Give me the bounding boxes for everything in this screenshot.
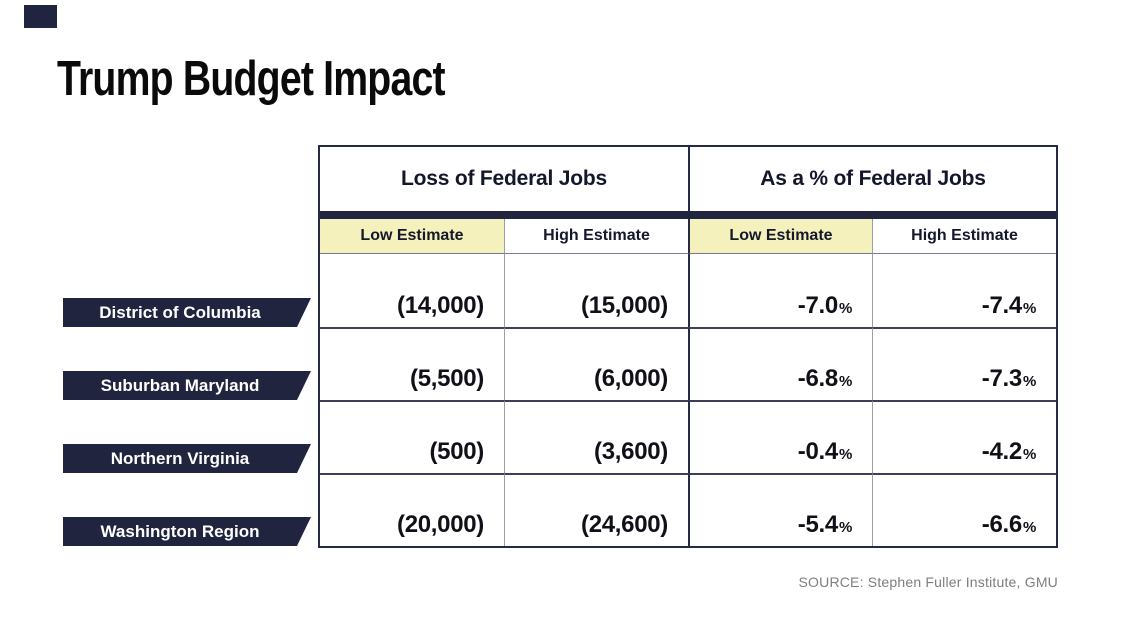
cell-value: (24,600) (581, 511, 668, 538)
cell-value: (500) (429, 438, 484, 465)
column-group-header-loss: Loss of Federal Jobs (320, 147, 688, 211)
table-cell: (24,600) (504, 473, 688, 546)
table-cell: (14,000) (320, 254, 504, 327)
table-cell: (5,500) (320, 327, 504, 400)
percent-sign: % (838, 519, 852, 536)
cell-value: -4.2 (981, 438, 1022, 465)
header-divider-bar (320, 211, 1056, 219)
cell-value: (3,600) (594, 438, 668, 465)
table-cell: (20,000) (320, 473, 504, 546)
column-group-header-pct: As a % of Federal Jobs (688, 147, 1056, 211)
percent-sign: % (1022, 373, 1036, 390)
table-cell: (6,000) (504, 327, 688, 400)
table-cell: -7.3% (872, 327, 1056, 400)
cell-value: -6.6 (981, 511, 1022, 538)
table-cell: -7.4% (872, 254, 1056, 327)
percent-sign: % (1022, 446, 1036, 463)
percent-sign: % (1022, 519, 1036, 536)
row-label-district-of-columbia: District of Columbia (63, 298, 311, 327)
table-cell: -5.4% (688, 473, 872, 546)
row-label-northern-virginia: Northern Virginia (63, 444, 311, 473)
percent-sign: % (1022, 300, 1036, 317)
page-title: Trump Budget Impact (57, 52, 446, 106)
cell-value: -5.4 (797, 511, 838, 538)
source-attribution: SOURCE: Stephen Fuller Institute, GMU (798, 574, 1058, 590)
row-label-suburban-maryland: Suburban Maryland (63, 371, 311, 400)
subheader-loss-high: High Estimate (504, 219, 688, 254)
impact-table: Loss of Federal Jobs As a % of Federal J… (318, 145, 1058, 548)
table-cell: -4.2% (872, 400, 1056, 473)
table-cell: -7.0% (688, 254, 872, 327)
table-cell: -6.6% (872, 473, 1056, 546)
subheader-pct-low: Low Estimate (688, 219, 872, 254)
corner-accent-square (24, 5, 57, 28)
table-cell: (500) (320, 400, 504, 473)
cell-value: -7.3 (981, 365, 1022, 392)
percent-sign: % (838, 446, 852, 463)
percent-sign: % (838, 373, 852, 390)
cell-value: (5,500) (410, 365, 484, 392)
cell-value: (20,000) (397, 511, 484, 538)
row-label-washington-region: Washington Region (63, 517, 311, 546)
table-cell: (15,000) (504, 254, 688, 327)
table-cell: -6.8% (688, 327, 872, 400)
cell-value: (6,000) (594, 365, 668, 392)
cell-value: (15,000) (581, 292, 668, 319)
percent-sign: % (838, 300, 852, 317)
subheader-pct-high: High Estimate (872, 219, 1056, 254)
cell-value: -7.0 (797, 292, 838, 319)
cell-value: -7.4 (981, 292, 1022, 319)
table-cell: -0.4% (688, 400, 872, 473)
cell-value: (14,000) (397, 292, 484, 319)
table-cell: (3,600) (504, 400, 688, 473)
subheader-loss-low: Low Estimate (320, 219, 504, 254)
cell-value: -6.8 (797, 365, 838, 392)
cell-value: -0.4 (797, 438, 838, 465)
